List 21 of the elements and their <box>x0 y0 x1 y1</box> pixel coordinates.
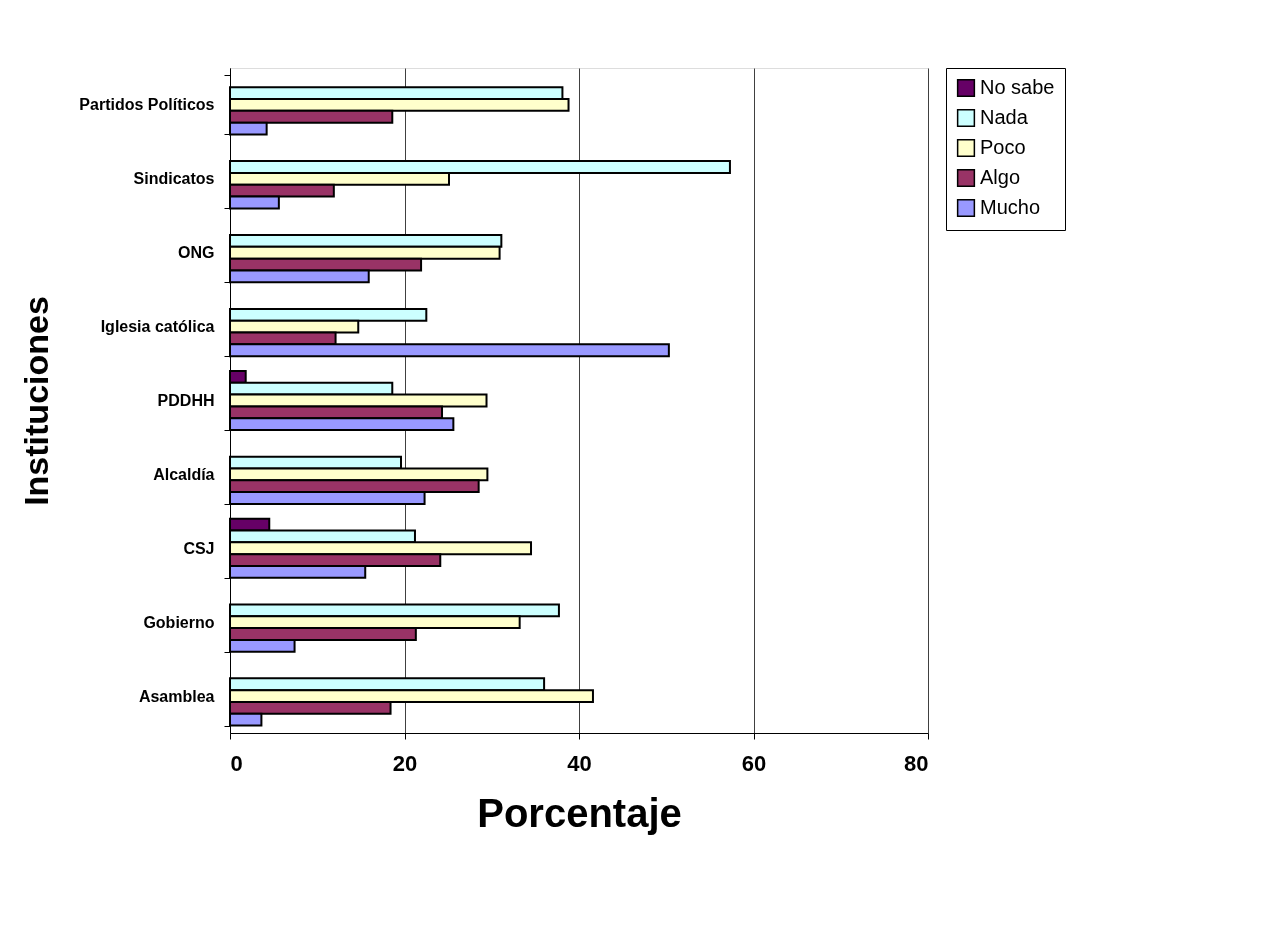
legend-label: Algo <box>980 166 1021 188</box>
x-axis-title: Porcentaje <box>477 790 682 835</box>
legend-label: Nada <box>980 106 1029 128</box>
y-tick-label: PDDHH <box>157 392 215 409</box>
x-tick-label: 60 <box>741 750 767 776</box>
y-tick-label: Alcaldía <box>153 465 215 483</box>
y-tick-label: ONG <box>178 244 215 262</box>
x-tick-label: 40 <box>567 750 592 776</box>
legend-label: No sabe <box>980 76 1055 98</box>
y-tick-label: Iglesia católica <box>100 318 215 336</box>
x-tick-label: 20 <box>392 750 418 776</box>
y-tick-label: CSJ <box>183 539 215 557</box>
y-tick-label: Asamblea <box>138 687 215 705</box>
y-tick-label: Sindicatos <box>133 170 215 188</box>
y-tick-label: Partidos Políticos <box>79 96 215 114</box>
x-tick-label: 0 <box>230 750 243 776</box>
y-tick-label: Gobierno <box>143 613 215 631</box>
x-tick-label: 80 <box>904 750 929 776</box>
y-axis-title: Instituciones <box>17 296 56 506</box>
legend-label: Poco <box>980 136 1026 158</box>
legend-label: Mucho <box>980 196 1041 218</box>
